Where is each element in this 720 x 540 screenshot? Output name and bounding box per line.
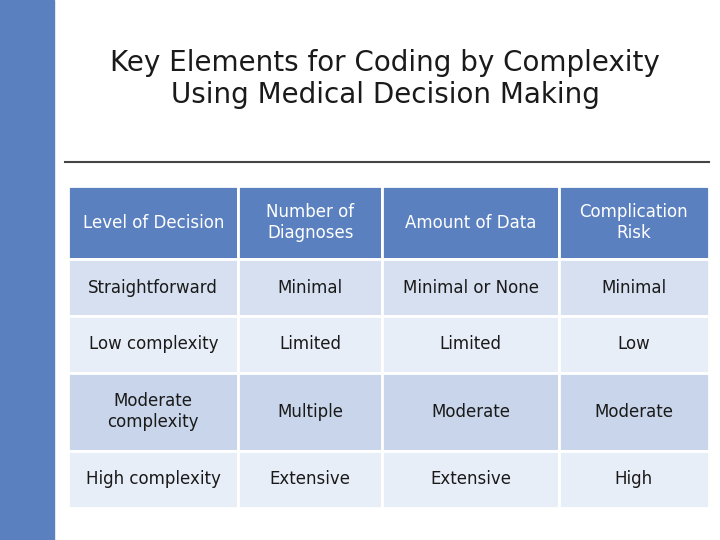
Text: Moderate
complexity: Moderate complexity	[107, 393, 199, 431]
Text: Amount of Data: Amount of Data	[405, 214, 536, 232]
Text: Key Elements for Coding by Complexity
Using Medical Decision Making: Key Elements for Coding by Complexity Us…	[110, 49, 660, 109]
Text: Moderate: Moderate	[431, 403, 510, 421]
Text: Minimal or None: Minimal or None	[402, 279, 539, 296]
Text: Minimal: Minimal	[601, 279, 667, 296]
Text: Level of Decision: Level of Decision	[83, 214, 224, 232]
Text: Low: Low	[618, 335, 650, 353]
Text: Extensive: Extensive	[270, 470, 351, 488]
Text: Extensive: Extensive	[430, 470, 511, 488]
Text: Limited: Limited	[439, 335, 502, 353]
Text: Number of
Diagnoses: Number of Diagnoses	[266, 204, 354, 242]
Text: High: High	[615, 470, 653, 488]
Text: Complication
Risk: Complication Risk	[580, 204, 688, 242]
Text: High complexity: High complexity	[86, 470, 221, 488]
Text: Moderate: Moderate	[595, 403, 673, 421]
Text: Limited: Limited	[279, 335, 341, 353]
Text: Low complexity: Low complexity	[89, 335, 218, 353]
Text: Minimal: Minimal	[278, 279, 343, 296]
Text: Multiple: Multiple	[277, 403, 343, 421]
Text: Straightforward: Straightforward	[89, 279, 218, 296]
